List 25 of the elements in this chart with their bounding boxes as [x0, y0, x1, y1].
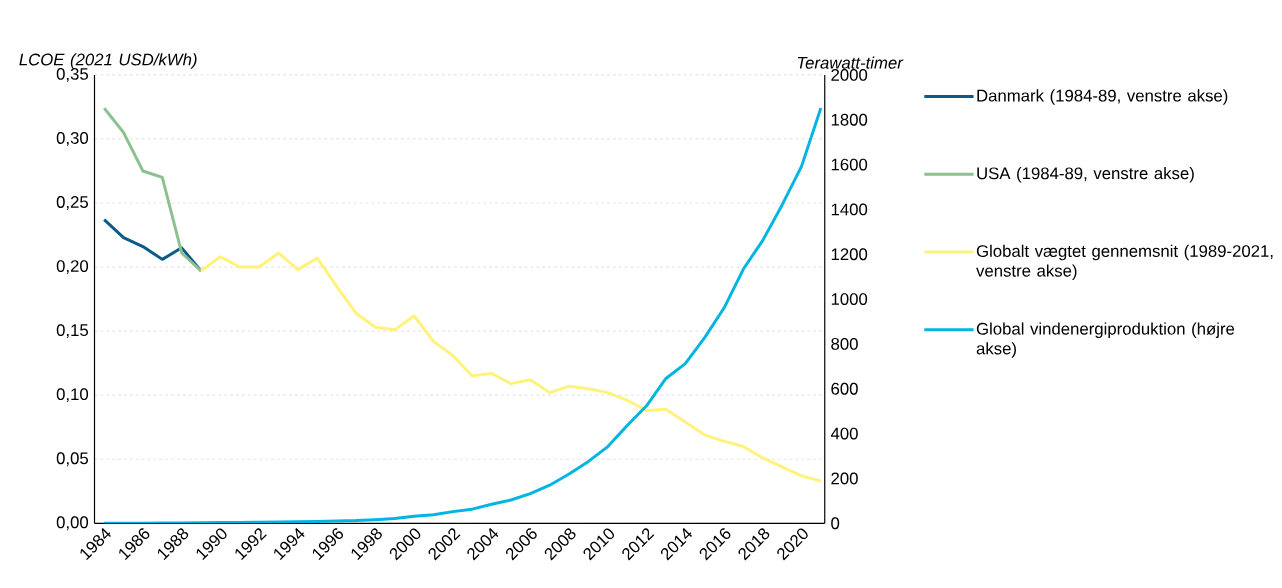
y2-tick-label: 0 — [831, 517, 840, 530]
y-tick-label: 0,15 — [56, 324, 89, 338]
y2-tick-label: 1400 — [831, 203, 868, 216]
y-tick-label: 0,20 — [56, 259, 89, 274]
y2-tick-label: 400 — [830, 427, 858, 440]
y-tick-label: 0,25 — [56, 195, 89, 210]
y-axis-title: LCOE (2021 USD/kWh) — [19, 53, 197, 69]
y2-tick-label: 1000 — [831, 293, 868, 305]
legend-label: Globalt vægtet gennemsnit (1989-2021, venstre akse) — [976, 244, 1273, 280]
y-tick-label: 0,35 — [56, 67, 89, 82]
legend-label: USA (1984-89, venstre akse) — [977, 166, 1194, 183]
y2-tick-label: 1800 — [831, 113, 868, 126]
y2-tick-label: 2000 — [831, 68, 868, 81]
y2-tick-label: 1200 — [831, 248, 868, 261]
line-series — [102, 106, 203, 273]
y2-tick-label: 1600 — [831, 158, 868, 171]
y2-tick-label: 600 — [831, 382, 858, 395]
y2-axis-title: Terawatt-timer — [797, 56, 904, 69]
legend-label: Danmark (1984-89, venstre akse) — [977, 89, 1228, 105]
y-tick-label: 0,05 — [56, 452, 89, 466]
y-tick-label: 0,30 — [56, 131, 89, 146]
legend-label: Global vindenergiproduktion (højre akse) — [976, 322, 1235, 358]
y2-tick-label: 800 — [831, 337, 858, 350]
y-tick-label: 0,10 — [56, 388, 89, 402]
y2-tick-label: 200 — [831, 472, 858, 485]
